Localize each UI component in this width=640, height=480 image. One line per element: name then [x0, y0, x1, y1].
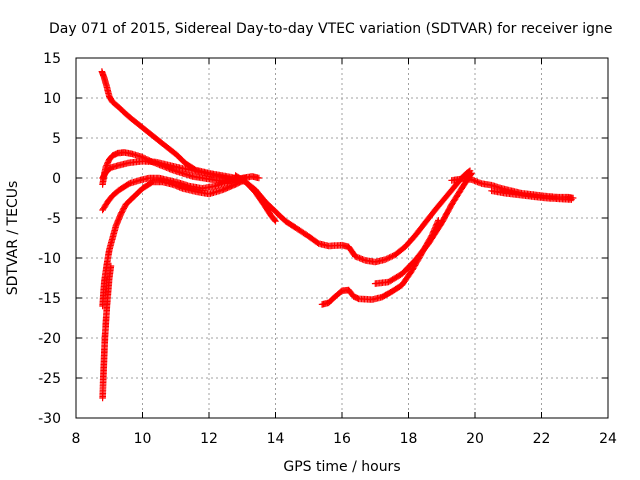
chart-title: Day 071 of 2015, Sidereal Day-to-day VTE… — [49, 21, 612, 37]
series-arc-11 — [488, 187, 575, 203]
y-tick-labels: 15 10 5 0 -5 -10 -15 -20 -25 -30 — [38, 51, 61, 427]
data-mark — [371, 169, 475, 287]
y-tick-label: 0 — [52, 171, 61, 187]
grid-lines — [76, 58, 608, 418]
data-mark — [99, 174, 243, 214]
x-tick-label: 8 — [72, 431, 81, 447]
y-axis-title: SDTVAR / TECUs — [5, 181, 21, 296]
y-tick-label: -20 — [38, 331, 61, 347]
data-points — [98, 68, 577, 402]
x-tick-label: 14 — [267, 431, 285, 447]
series-arc-9 — [371, 169, 475, 287]
x-tick-label: 24 — [599, 431, 617, 447]
data-mark — [488, 187, 575, 203]
series-arc-3 — [99, 157, 249, 183]
y-tick-label: -15 — [38, 291, 61, 307]
data-mark — [99, 157, 249, 183]
x-tick-labels: 8 10 12 14 16 18 20 22 24 — [72, 431, 617, 447]
data-mark — [99, 262, 115, 402]
x-tick-label: 12 — [200, 431, 218, 447]
series-arc-5 — [99, 174, 243, 214]
x-tick-label: 16 — [333, 431, 351, 447]
y-tick-label: -30 — [38, 411, 61, 427]
y-tick-label: -10 — [38, 251, 61, 267]
y-tick-label: 10 — [43, 91, 61, 107]
x-tick-label: 20 — [466, 431, 484, 447]
series-arc-6 — [99, 262, 115, 402]
x-axis-title: GPS time / hours — [283, 459, 400, 475]
axis-ticks — [75, 57, 609, 419]
data-mark — [232, 172, 279, 225]
y-tick-label: -25 — [38, 371, 61, 387]
y-tick-label: 5 — [52, 131, 61, 147]
series-arc-7 — [232, 172, 279, 225]
x-tick-label: 18 — [400, 431, 418, 447]
x-tick-label: 10 — [134, 431, 152, 447]
y-tick-label: 15 — [43, 51, 61, 67]
y-tick-label: -5 — [47, 211, 61, 227]
x-tick-label: 22 — [533, 431, 551, 447]
